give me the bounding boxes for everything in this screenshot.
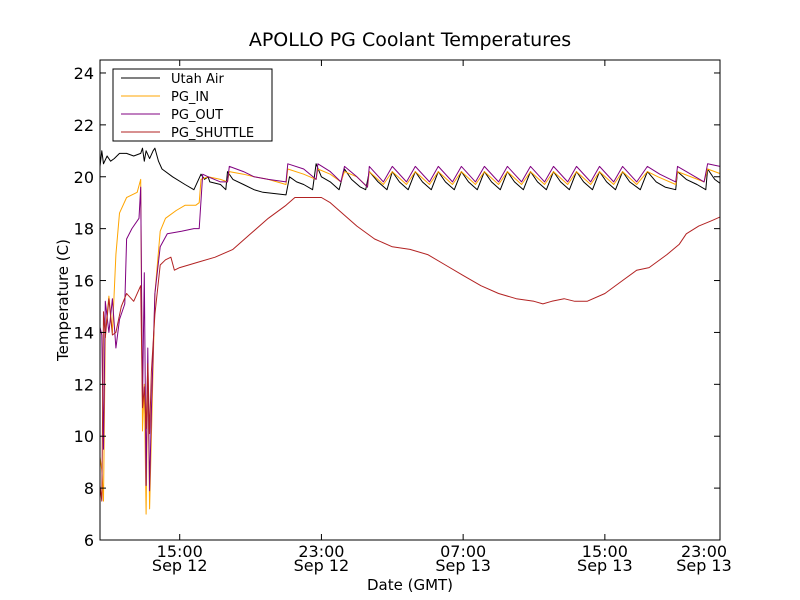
legend-box [112,68,273,142]
x-tick-label-date: Sep 12 [294,556,350,575]
plot-lines [100,147,720,515]
y-tick-label: 22 [74,116,94,135]
y-tick-label: 14 [74,323,94,342]
plot-frame [99,59,721,541]
y-tick-label: 20 [74,168,94,187]
x-tick-label-time: 23:00 [298,542,344,561]
x-tick-label-date: Sep 12 [152,556,208,575]
y-tick-label: 8 [84,479,94,498]
x-tick-label-time: 15:00 [157,542,203,561]
legend-label-utah-air: Utah Air [171,72,224,87]
x-tick-label-time: 07:00 [440,542,486,561]
y-tick-label: 18 [74,220,94,239]
legend-label-pg-in: PG_IN [171,90,209,105]
x-tick-label-date: Sep 13 [435,556,491,575]
series-line-pg-out [100,163,720,492]
x-tick-label-time: 23:00 [681,542,727,561]
y-tick-label: 12 [74,375,94,394]
legend-label-pg-shuttle: PG_SHUTTLE [171,126,254,141]
legend: Utah Air PG_IN PG_OUT PG_SHUTTLE [112,68,273,142]
chart-title: APOLLO PG Coolant Temperatures [249,29,571,51]
legend-label-pg-out: PG_OUT [171,108,223,123]
series-line-pg-in [100,168,720,515]
series-line-pg-shuttle [100,197,720,502]
y-tick-label: 6 [84,531,94,550]
x-tick-label-time: 15:00 [582,542,628,561]
y-axis: 6 8 10 12 14 16 18 20 22 24 [74,64,720,550]
x-axis-label: Date (GMT) [367,576,453,594]
x-tick-label-date: Sep 13 [676,556,732,575]
series-line-utah-air [100,147,720,196]
y-tick-label: 16 [74,272,94,291]
x-tick-label-date: Sep 13 [577,556,633,575]
y-axis-label: Temperature (C) [54,239,72,362]
y-tick-label: 10 [74,427,94,446]
y-tick-label: 24 [74,64,94,83]
